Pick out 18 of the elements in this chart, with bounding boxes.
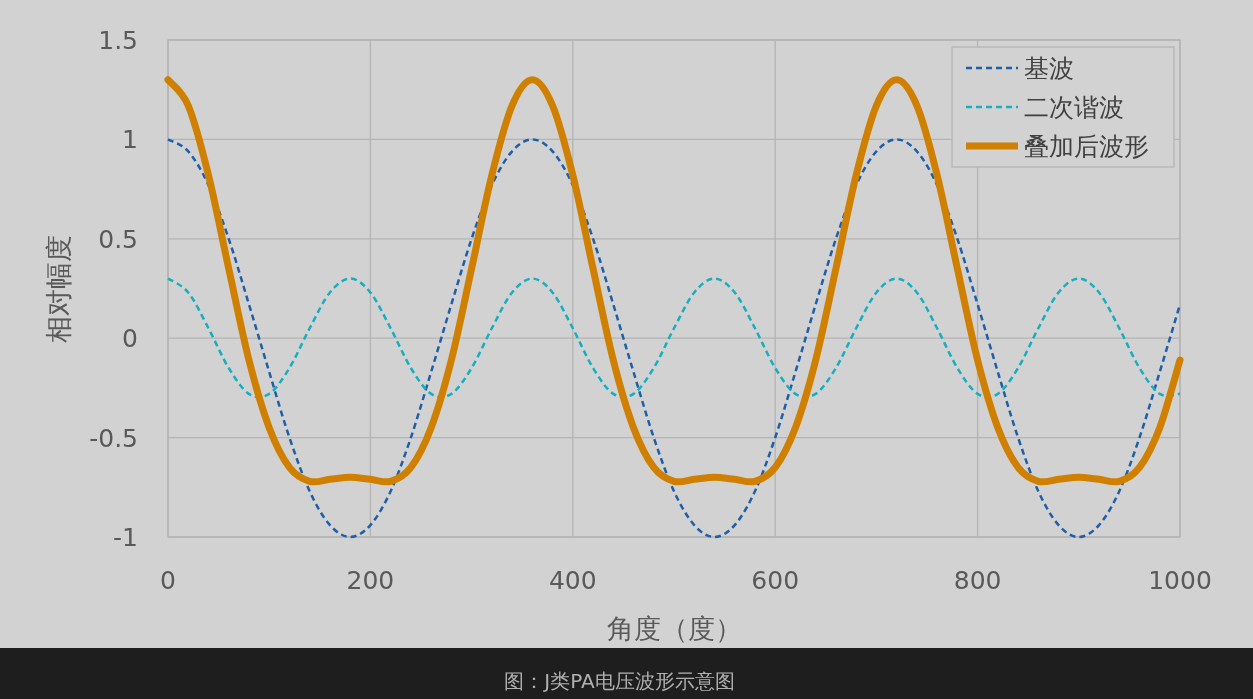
y-axis-title: 相对幅度 <box>43 234 74 343</box>
y-tick-label: -0.5 <box>89 423 138 453</box>
x-tick-label: 1000 <box>1148 566 1212 595</box>
legend-label: 叠加后波形 <box>1024 132 1149 161</box>
x-tick-label: 0 <box>160 566 176 595</box>
y-tick-label: -1 <box>113 523 138 552</box>
x-tick-label: 200 <box>346 566 395 595</box>
text: 图：J类PA电压波形示意图 <box>504 669 735 693</box>
y-tick-label: 1.5 <box>98 26 138 55</box>
legend-label: 二次谐波 <box>1024 93 1124 122</box>
y-tick-label: 0.5 <box>98 224 138 254</box>
y-tick-label: 0 <box>122 324 138 354</box>
y-tick-label: 1 <box>122 125 138 155</box>
legend-label: 基波 <box>1024 54 1074 83</box>
x-axis-title: 角度（度） <box>606 613 742 644</box>
x-tick-label: 400 <box>548 566 597 595</box>
x-tick-label: 600 <box>751 566 800 595</box>
x-tick-label: 800 <box>953 566 1002 595</box>
